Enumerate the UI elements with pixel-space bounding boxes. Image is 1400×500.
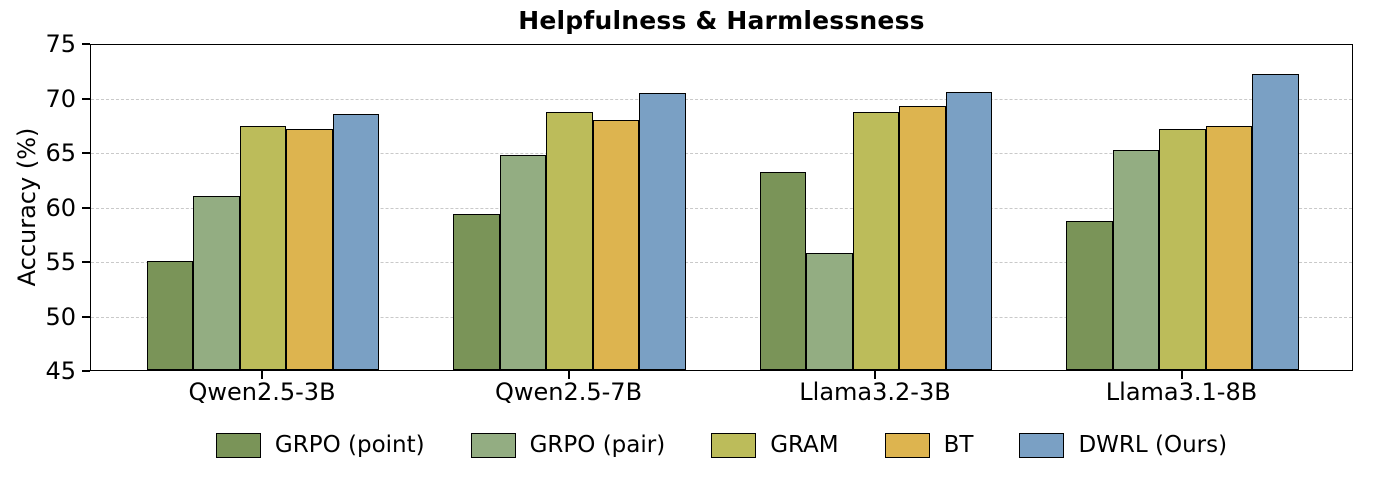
legend-label: GRAM (770, 432, 839, 458)
bar-dwrl-ours-qwen2.5-7b (639, 93, 686, 370)
y-tick-mark-75 (82, 43, 90, 45)
x-tick-label-qwen2.5-7b: Qwen2.5-7B (494, 378, 643, 406)
y-tick-label-55: 55 (45, 248, 76, 276)
x-tick-label-qwen2.5-3b: Qwen2.5-3B (188, 378, 336, 406)
bar-gram-llama3.1-8b (1159, 129, 1206, 370)
y-tick-label-60: 60 (45, 193, 76, 222)
legend-label: BT (943, 432, 974, 458)
y-tick-mark-50 (82, 315, 90, 318)
bar-bt-qwen2.5-3b (286, 129, 333, 370)
legend-swatch-icon (711, 432, 757, 458)
x-tick-label-llama3.1-8b: Llama3.1-8B (1105, 378, 1258, 406)
legend-swatch-icon (470, 432, 516, 458)
bar-grpo-point-qwen2.5-7b (453, 214, 500, 370)
bar-gram-qwen2.5-7b (546, 111, 593, 370)
legend-label: GRPO (pair) (529, 432, 666, 458)
bar-gram-llama3.2-3b (852, 111, 900, 370)
bar-grpo-point-llama3.1-8b (1066, 220, 1113, 370)
x-tick-label-llama3.2-3b: Llama3.2-3B (799, 378, 951, 406)
bar-bt-qwen2.5-7b (592, 120, 640, 370)
bar-grpo-pair-qwen2.5-3b (193, 195, 240, 370)
bar-bt-llama3.1-8b (1205, 125, 1253, 370)
legend-label: DWRL (Ours) (1078, 432, 1228, 458)
y-tick-mark-45 (82, 370, 90, 372)
y-tick-label-65: 65 (45, 139, 76, 167)
plot-area (90, 44, 1353, 371)
legend-swatch-icon (884, 432, 930, 458)
bar-grpo-pair-llama3.2-3b (806, 253, 853, 370)
legend-item-dwrl-ours: DWRL (Ours) (1019, 432, 1227, 458)
y-tick-mark-65 (82, 152, 90, 154)
bar-grpo-pair-llama3.1-8b (1112, 149, 1160, 370)
bar-dwrl-ours-qwen2.5-3b (332, 113, 380, 370)
legend-item-grpo-point: GRPO (point) (215, 432, 425, 458)
x-tick-mark-qwen2.5-3b (261, 371, 263, 379)
chart-title: Helpfulness & Harmlessness (518, 6, 925, 35)
bar-dwrl-ours-llama3.2-3b (945, 92, 993, 370)
x-tick-mark-llama3.2-3b (874, 371, 876, 379)
gridline-55 (91, 262, 1352, 263)
gridline-70 (91, 98, 1352, 100)
bar-grpo-point-llama3.2-3b (759, 171, 807, 370)
y-tick-label-45: 45 (45, 357, 76, 385)
legend-swatch-icon (1019, 432, 1065, 458)
x-tick-mark-qwen2.5-7b (567, 371, 570, 379)
x-tick-mark-llama3.1-8b (1180, 371, 1183, 379)
legend-label: GRPO (point) (274, 432, 425, 458)
gridline-50 (91, 316, 1352, 318)
y-tick-mark-60 (82, 206, 90, 209)
legend-swatch-icon (215, 432, 261, 458)
bar-grpo-pair-qwen2.5-7b (499, 155, 547, 370)
y-tick-mark-70 (82, 97, 90, 100)
bar-gram-qwen2.5-3b (239, 125, 287, 370)
legend-item-gram: GRAM (711, 432, 839, 458)
gridline-65 (91, 153, 1352, 154)
legend-item-grpo-pair: GRPO (pair) (470, 432, 666, 458)
bar-bt-llama3.2-3b (899, 106, 946, 370)
y-tick-label-50: 50 (45, 302, 76, 331)
y-tick-label-75: 75 (45, 30, 76, 58)
y-tick-label-70: 70 (45, 84, 76, 113)
legend-item-bt: BT (884, 432, 974, 458)
bar-dwrl-ours-llama3.1-8b (1252, 73, 1299, 370)
bar-grpo-point-qwen2.5-3b (146, 261, 194, 370)
gridline-60 (91, 207, 1352, 209)
y-tick-mark-55 (82, 261, 90, 263)
legend: GRPO (point) GRPO (pair) GRAM BT DWRL (Ours) (90, 432, 1353, 458)
